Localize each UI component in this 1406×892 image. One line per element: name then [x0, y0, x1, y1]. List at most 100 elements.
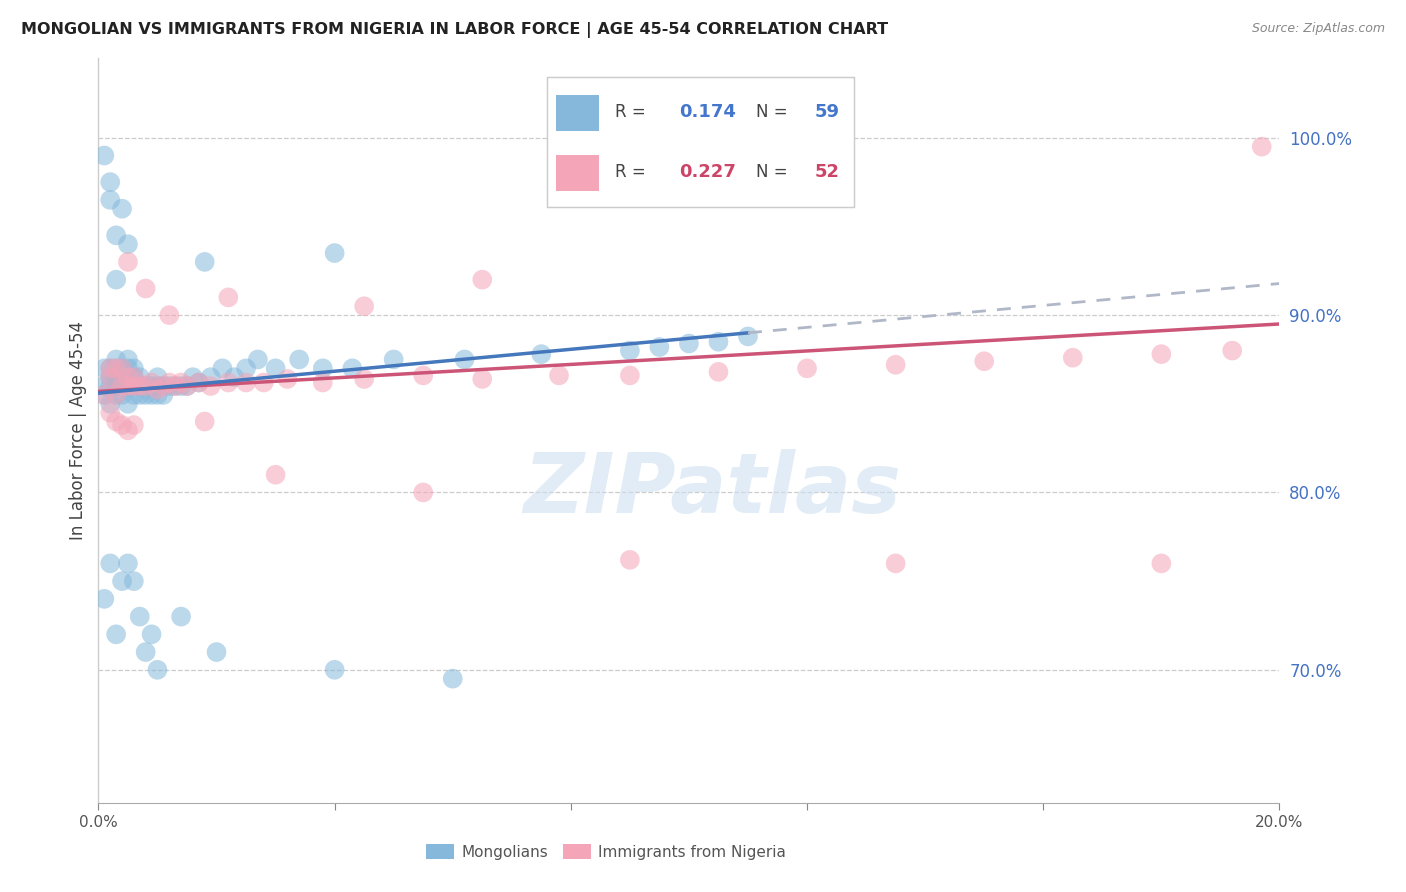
Point	[105, 361, 128, 376]
Point	[619, 343, 641, 358]
Point	[707, 334, 730, 349]
Point	[111, 574, 134, 588]
Point	[194, 415, 217, 429]
Point	[128, 370, 150, 384]
Point	[264, 361, 287, 376]
Point	[93, 361, 115, 376]
Point	[353, 372, 375, 386]
Point	[98, 370, 121, 384]
Point	[117, 424, 139, 438]
Point	[98, 361, 121, 376]
Text: Source: ZipAtlas.com: Source: ZipAtlas.com	[1251, 22, 1385, 36]
Point	[111, 202, 134, 216]
Point	[205, 645, 228, 659]
Point	[98, 406, 121, 420]
Point	[117, 255, 139, 269]
Point	[105, 379, 128, 393]
Point	[117, 379, 139, 393]
Point	[157, 376, 180, 390]
Point	[122, 370, 145, 384]
Point	[122, 370, 145, 384]
Point	[93, 148, 115, 162]
Point	[122, 418, 145, 433]
Point	[105, 352, 128, 367]
Point	[157, 308, 180, 322]
Point	[884, 358, 907, 372]
Point	[105, 361, 128, 376]
Point	[619, 368, 641, 383]
Point	[141, 627, 163, 641]
Point	[146, 370, 169, 384]
Point	[471, 372, 494, 386]
Point	[176, 379, 198, 393]
Point	[796, 361, 818, 376]
Point	[122, 361, 145, 376]
Point	[187, 376, 209, 390]
Point	[441, 672, 464, 686]
Point	[1150, 557, 1173, 571]
Point	[264, 467, 287, 482]
Point	[105, 627, 128, 641]
Point	[548, 368, 571, 383]
Point	[165, 379, 187, 393]
Point	[122, 379, 145, 393]
Point	[117, 370, 139, 384]
Point	[194, 255, 217, 269]
Point	[98, 557, 121, 571]
Point	[122, 388, 145, 402]
Point	[105, 273, 128, 287]
Point	[105, 370, 128, 384]
Point	[135, 379, 157, 393]
Point	[98, 175, 121, 189]
Point	[1062, 351, 1084, 365]
Point	[117, 557, 139, 571]
Point	[128, 609, 150, 624]
Point	[122, 379, 145, 393]
Point	[146, 388, 169, 402]
Point	[105, 415, 128, 429]
Point	[170, 379, 193, 393]
Point	[93, 591, 115, 606]
Point	[200, 370, 222, 384]
Point	[152, 388, 174, 402]
Point	[181, 370, 204, 384]
Point	[200, 379, 222, 393]
Point	[111, 379, 134, 393]
Point	[105, 388, 128, 402]
Point	[288, 352, 311, 367]
Point	[135, 388, 157, 402]
Point	[973, 354, 995, 368]
Point	[105, 388, 128, 402]
Point	[141, 388, 163, 402]
Point	[530, 347, 553, 361]
Point	[146, 379, 169, 393]
Point	[312, 376, 335, 390]
Point	[1150, 347, 1173, 361]
Point	[111, 379, 134, 393]
Point	[105, 228, 128, 243]
Point	[117, 237, 139, 252]
Point	[157, 379, 180, 393]
Point	[312, 361, 335, 376]
Point	[111, 361, 134, 376]
Point	[235, 361, 257, 376]
Point	[217, 376, 239, 390]
Point	[353, 299, 375, 313]
Point	[453, 352, 475, 367]
Point	[128, 388, 150, 402]
Point	[146, 663, 169, 677]
Point	[93, 388, 115, 402]
Point	[187, 376, 209, 390]
Point	[117, 361, 139, 376]
Point	[128, 379, 150, 393]
Point	[141, 376, 163, 390]
Point	[235, 376, 257, 390]
Point	[135, 645, 157, 659]
Point	[323, 246, 346, 260]
Point	[117, 352, 139, 367]
Point	[98, 370, 121, 384]
Point	[135, 281, 157, 295]
Y-axis label: In Labor Force | Age 45-54: In Labor Force | Age 45-54	[69, 321, 87, 540]
Point	[98, 397, 121, 411]
Point	[217, 290, 239, 304]
